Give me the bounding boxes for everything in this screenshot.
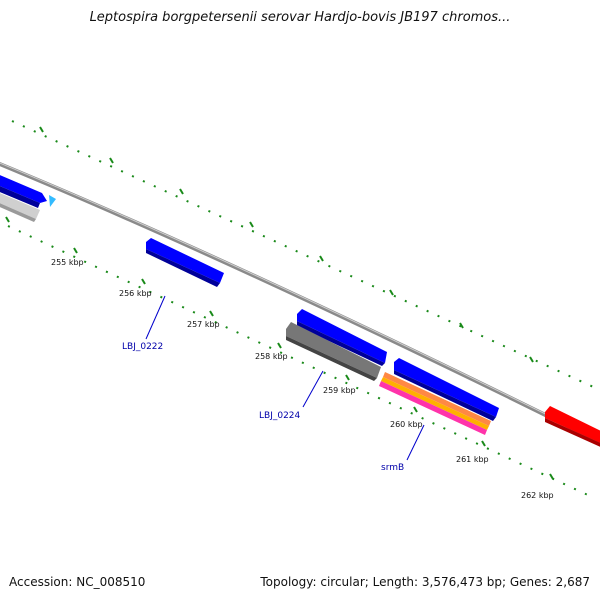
gene-label-lbj-0224[interactable]: LBJ_0224 <box>259 411 301 421</box>
major-tick <box>345 374 350 381</box>
gene-feature-light-left[interactable] <box>0 191 40 222</box>
gene-label-leaders <box>145 295 425 461</box>
gene-feature-red-right[interactable] <box>545 406 600 449</box>
major-tick <box>109 157 114 164</box>
major-tick <box>209 310 214 317</box>
gene-label-srmB[interactable]: srmB <box>381 463 404 473</box>
scale-label: 257 kbp <box>187 320 220 329</box>
scale-label: 262 kbp <box>521 491 554 500</box>
scale-label: 261 kbp <box>456 455 489 464</box>
major-tick <box>249 221 254 228</box>
scale-label: 258 kbp <box>255 352 288 361</box>
major-tick <box>459 322 464 329</box>
backbone-group <box>0 161 600 445</box>
chromosome-title: Leptospira borgpetersenii serovar Hardjo… <box>89 10 511 25</box>
genome-backbone <box>0 161 600 445</box>
scale-label: 260 kbp <box>390 420 423 429</box>
cyan-gene-marker[interactable] <box>49 195 56 207</box>
major-tick <box>413 406 418 413</box>
outer-tick-row <box>11 120 600 391</box>
inner-tick-row <box>7 225 591 497</box>
major-tick <box>481 440 486 447</box>
genome-backbone-highlight <box>0 162 600 442</box>
gene-label-lbj-0222[interactable]: LBJ_0222 <box>122 342 163 352</box>
gene-feature-lbj-0224[interactable] <box>286 322 381 381</box>
major-tick <box>529 356 534 363</box>
scale-label: 255 kbp <box>51 258 84 267</box>
scale-label: 256 kbp <box>119 289 152 298</box>
major-tick <box>39 126 44 133</box>
major-tick <box>389 289 394 296</box>
genome-summary-text: Topology: circular; Length: 3,576,473 bp… <box>260 575 590 589</box>
gene-feature-lbj-0222[interactable] <box>146 238 224 287</box>
gene-features <box>0 173 600 449</box>
scale-label: 259 kbp <box>323 386 356 395</box>
green-tick-rows <box>5 120 600 497</box>
scale-labels: 255 kbp 256 kbp 257 kbp 258 kbp 259 kbp … <box>51 258 554 500</box>
major-tick <box>549 473 554 480</box>
major-tick <box>277 342 282 349</box>
leader-lbj-0222 <box>145 295 166 340</box>
gene-feature-forward-left[interactable] <box>0 173 47 208</box>
major-tick <box>319 255 324 262</box>
major-tick <box>73 247 78 254</box>
gene-labels: LBJ_0222 LBJ_0224 srmB <box>122 342 404 473</box>
major-tick <box>179 188 184 195</box>
gene-feature-upper-forward[interactable] <box>297 309 387 366</box>
gene-feature-srmB-neighbor[interactable] <box>394 358 499 421</box>
gene-feature-srmB[interactable] <box>379 372 491 435</box>
accession-text: Accession: NC_008510 <box>9 575 146 589</box>
leader-lbj-0224 <box>302 370 324 408</box>
major-tick <box>141 278 146 285</box>
major-tick <box>5 216 10 223</box>
leader-srmB <box>406 424 425 461</box>
